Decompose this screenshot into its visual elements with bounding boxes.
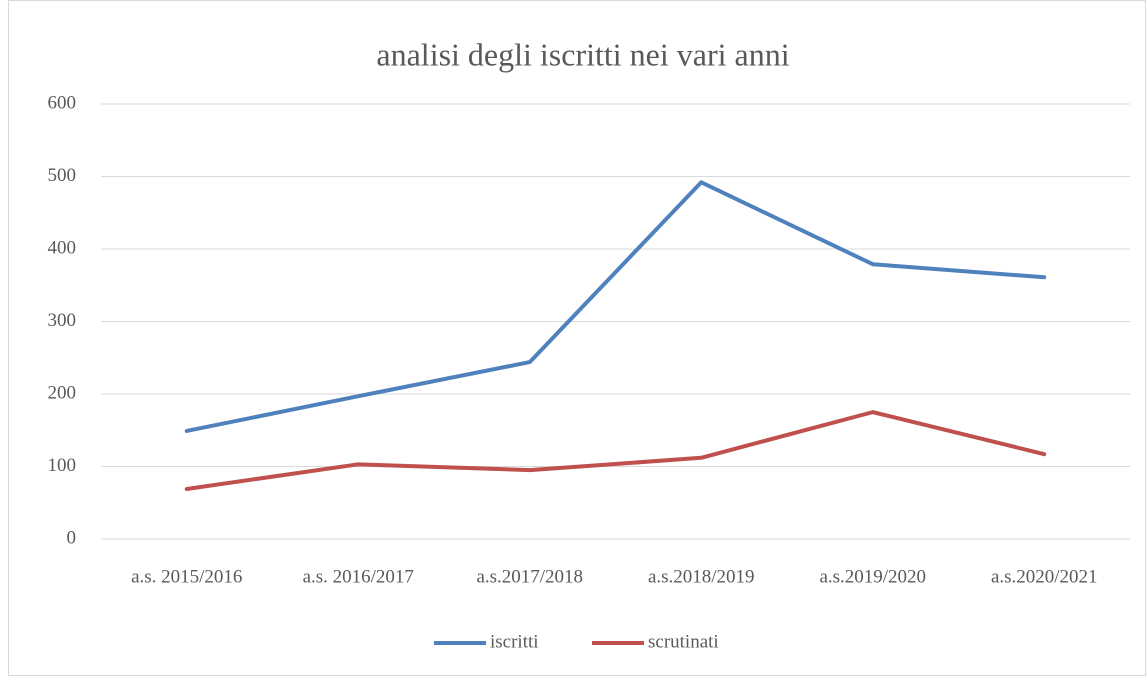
line-series [184,180,1047,433]
chart-title: analisi degli iscritti nei vari anni [376,36,789,72]
x-tick-label: a.s. 2015/2016 [131,566,242,587]
y-tick-label: 600 [48,92,77,113]
y-tick-label: 500 [48,165,77,186]
x-tick-label: a.s.2020/2021 [991,566,1098,587]
y-tick-label: 200 [48,382,77,403]
x-tick-label: a.s.2017/2018 [476,566,583,587]
x-tick-label: a.s. 2016/2017 [303,566,414,587]
y-tick-label: 0 [67,527,77,548]
x-tick-label: a.s.2019/2020 [819,566,926,587]
y-tick-label: 400 [48,237,77,258]
line-series [184,410,1047,491]
x-tick-label: a.s.2018/2019 [648,566,755,587]
legend-label: scrutinati [648,631,719,652]
y-tick-label: 100 [48,455,77,476]
y-tick-label: 300 [48,310,77,331]
chart-frame [8,0,1146,676]
legend-label: iscritti [490,631,539,652]
